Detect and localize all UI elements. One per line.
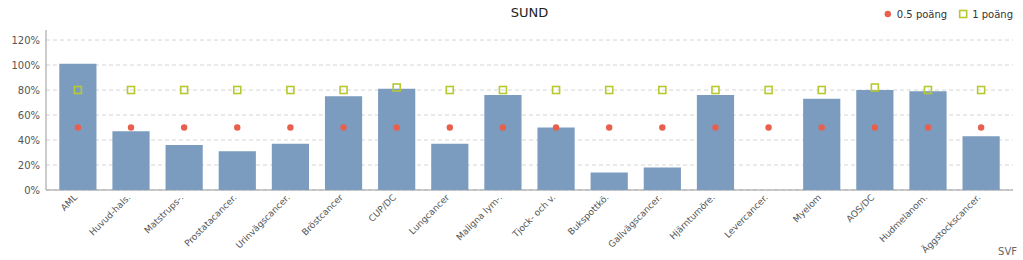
- legend-label: 1 poäng: [972, 9, 1013, 20]
- square-marker: [128, 87, 135, 94]
- bar: [697, 95, 734, 190]
- dot-marker: [287, 124, 293, 130]
- square-marker: [340, 87, 347, 94]
- x-axis: AML Huvud-hals.Matstrups-.Prostatacancer.…: [59, 192, 983, 255]
- bar: [909, 91, 946, 190]
- x-tick-label: Bröstcancer: [300, 192, 345, 237]
- dot-marker: [553, 124, 559, 130]
- bar: [431, 144, 468, 190]
- square-marker: [606, 87, 613, 94]
- square-marker: [446, 87, 453, 94]
- y-tick-label: 120%: [11, 35, 40, 46]
- x-tick-label: Myelom: [791, 192, 823, 224]
- dot-marker: [925, 124, 931, 130]
- square-marker: [659, 87, 666, 94]
- square-marker: [181, 87, 188, 94]
- x-tick-label: AOS/DC: [844, 192, 876, 224]
- bar: [484, 95, 521, 190]
- bar: [325, 96, 362, 190]
- x-tick-label: Gallvägscancer.: [606, 192, 663, 249]
- x-tick-label: Urinvägscancer.: [234, 192, 292, 250]
- y-axis-line: [46, 30, 47, 190]
- square-marker: [924, 87, 931, 94]
- dot-marker: [765, 124, 771, 130]
- square-marker: [74, 87, 81, 94]
- dot-marker: [819, 124, 825, 130]
- y-axis: 0% 20% 40% 60% 80% 100% 120%: [11, 30, 1013, 196]
- bar: [378, 89, 415, 190]
- dot-marker: [500, 124, 506, 130]
- x-tick-label: Prostatacancer.: [183, 192, 239, 248]
- footer: SVF: [998, 246, 1017, 257]
- bar: [963, 136, 1000, 190]
- bar: [750, 190, 787, 191]
- legend-label: 0.5 poäng: [897, 9, 947, 20]
- dot-marker: [872, 124, 878, 130]
- square-marker: [871, 84, 878, 91]
- y-tick-label: 20%: [18, 160, 40, 171]
- square-marker: [818, 87, 825, 94]
- y-tick-label: 60%: [18, 110, 40, 121]
- dot-marker: [447, 124, 453, 130]
- chart: 0% 20% 40% 60% 80% 100% 120% AML Huvud-hals.Mats…: [0, 0, 1023, 260]
- y-tick-label: 100%: [11, 60, 40, 71]
- x-tick-label: Hudmelanom.: [878, 192, 930, 244]
- square-marker: [499, 87, 506, 94]
- dot-marker: [234, 124, 240, 130]
- dot-marker: [978, 124, 984, 130]
- title: SUND: [511, 5, 549, 20]
- dot-marker: [128, 124, 134, 130]
- legend: 1 poäng 0.5 poäng: [885, 9, 1013, 20]
- bar: [219, 151, 256, 190]
- dot-marker: [606, 124, 612, 130]
- dot-marker: [712, 124, 718, 130]
- bar: [803, 99, 840, 190]
- dot-marker: [340, 124, 346, 130]
- x-tick-label: Bukspottkö.: [566, 192, 611, 237]
- grid-line: [46, 65, 1013, 66]
- square-marker: [553, 87, 560, 94]
- y-tick-label: 40%: [18, 135, 40, 146]
- dot-marker: [659, 124, 665, 130]
- bar: [644, 168, 681, 191]
- x-tick-label: Hjärntumöre.: [668, 192, 717, 241]
- square-marker: [234, 87, 241, 94]
- y-tick-label: 80%: [18, 85, 40, 96]
- bar: [591, 173, 628, 191]
- x-tick-label: Äggstockscancer.: [920, 192, 983, 255]
- plot-area: [59, 64, 999, 190]
- square-marker: [712, 87, 719, 94]
- y-tick-label: 0%: [24, 185, 40, 196]
- bar: [272, 144, 309, 190]
- dot-marker: [181, 124, 187, 130]
- square-marker: [287, 87, 294, 94]
- x-tick-label: CUP/DC: [367, 192, 398, 223]
- dot-marker: [393, 124, 399, 130]
- bar: [166, 145, 203, 190]
- bar: [856, 90, 893, 190]
- square-marker: [978, 87, 985, 94]
- x-tick-label: Maligna lym-.: [454, 192, 504, 242]
- x-tick-label: Levercancer.: [723, 192, 770, 239]
- x-tick-label: Huvud-hals.: [87, 192, 132, 237]
- x-tick-label: Lungcancer: [407, 192, 451, 236]
- bar: [59, 64, 96, 190]
- x-tick-label: Matstrups-.: [142, 192, 185, 235]
- x-tick-label: AML: [59, 192, 79, 212]
- square-marker: [393, 84, 400, 91]
- x-tick-label: Tjock- och v.: [510, 192, 558, 240]
- square-marker: [765, 87, 772, 94]
- bar: [537, 128, 574, 191]
- grid-line: [46, 40, 1013, 41]
- legend-swatch: [885, 11, 891, 17]
- legend-swatch: [960, 11, 967, 18]
- bar: [112, 131, 149, 190]
- dot-marker: [75, 124, 81, 130]
